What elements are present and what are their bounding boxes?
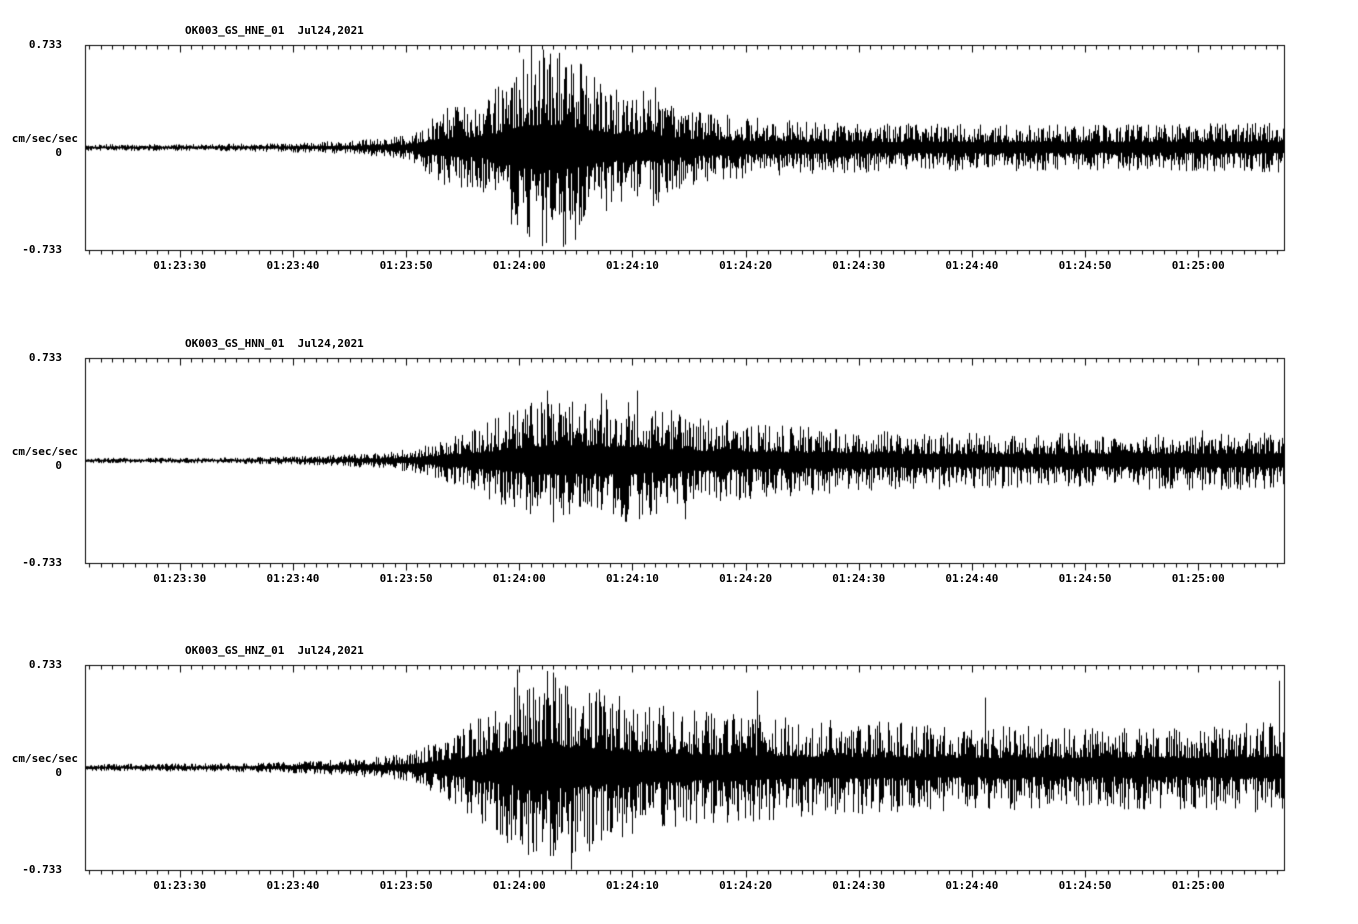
seismogram-panel-hnz: OK003_GS_HNZ_01 Jul24,2021 0.733 cm/sec/se… — [0, 620, 1358, 905]
xtick-label: 01:24:40 — [945, 572, 999, 585]
ytick-bottom-label: -0.733 — [22, 863, 62, 876]
xtick-label: 01:25:00 — [1171, 572, 1225, 585]
plot-title-hnn: OK003_GS_HNN_01 Jul24,2021 — [185, 337, 364, 350]
xtick-label: 01:24:50 — [1058, 572, 1112, 585]
xtick-label: 01:25:00 — [1171, 259, 1225, 272]
xtick-label: 01:24:00 — [492, 879, 546, 892]
xtick-label: 01:24:50 — [1058, 259, 1112, 272]
ytick-zero-label: 0 — [55, 765, 62, 779]
xtick-label: 01:23:50 — [379, 572, 433, 585]
xtick-label: 01:23:30 — [153, 572, 207, 585]
seismogram-panel-hnn: OK003_GS_HNN_01 Jul24,2021 0.733 cm/sec/se… — [0, 313, 1358, 598]
xtick-label: 01:24:50 — [1058, 879, 1112, 892]
ytick-top-label: 0.733 — [28, 38, 62, 51]
ytick-zero-label: 0 — [55, 458, 62, 472]
y-axis-units-label: cm/sec/sec — [11, 444, 78, 458]
xtick-label: 01:24:40 — [945, 259, 999, 272]
xtick-label: 01:24:20 — [719, 259, 773, 272]
xtick-label: 01:24:20 — [719, 572, 773, 585]
xtick-label: 01:23:40 — [266, 879, 320, 892]
xtick-label: 01:25:00 — [1171, 879, 1225, 892]
xtick-label: 01:24:10 — [605, 259, 659, 272]
xtick-label: 01:24:30 — [832, 879, 886, 892]
xtick-label: 01:24:30 — [832, 259, 886, 272]
xtick-label: 01:23:50 — [379, 879, 433, 892]
plot-title-hnz: OK003_GS_HNZ_01 Jul24,2021 — [185, 644, 364, 657]
y-axis-units-label: cm/sec/sec — [11, 131, 78, 145]
seismogram-panel-hne: OK003_GS_HNE_01 Jul24,2021 0.733 cm/sec/se… — [0, 0, 1358, 285]
xtick-label: 01:23:30 — [153, 259, 207, 272]
plot-title-hne: OK003_GS_HNE_01 Jul24,2021 — [185, 24, 364, 37]
waveform-canvas-hnz — [0, 620, 1358, 905]
xtick-label: 01:24:30 — [832, 572, 886, 585]
xtick-label: 01:24:00 — [492, 572, 546, 585]
ytick-top-label: 0.733 — [28, 658, 62, 671]
xtick-label: 01:24:10 — [605, 572, 659, 585]
waveform-canvas-hne — [0, 0, 1358, 285]
xtick-label: 01:24:00 — [492, 259, 546, 272]
xtick-label: 01:23:40 — [266, 572, 320, 585]
xtick-label: 01:23:30 — [153, 879, 207, 892]
ytick-bottom-label: -0.733 — [22, 556, 62, 569]
xtick-label: 01:23:40 — [266, 259, 320, 272]
y-axis-units-label: cm/sec/sec — [11, 751, 78, 765]
waveform-canvas-hnn — [0, 313, 1358, 598]
ytick-zero-label: 0 — [55, 145, 62, 159]
xtick-label: 01:24:20 — [719, 879, 773, 892]
ytick-top-label: 0.733 — [28, 351, 62, 364]
xtick-label: 01:24:40 — [945, 879, 999, 892]
xtick-label: 01:23:50 — [379, 259, 433, 272]
xtick-label: 01:24:10 — [605, 879, 659, 892]
ytick-bottom-label: -0.733 — [22, 243, 62, 256]
